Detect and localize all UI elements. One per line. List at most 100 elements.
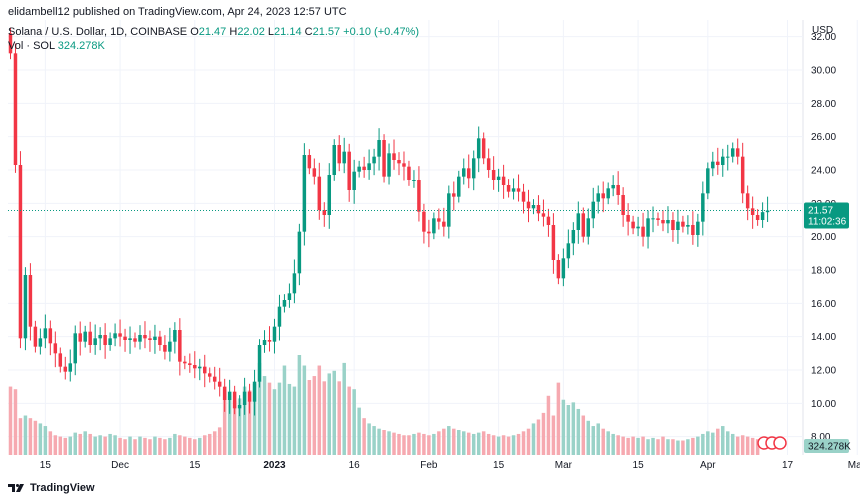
- candle[interactable]: [203, 366, 207, 374]
- candle[interactable]: [18, 165, 23, 339]
- candle[interactable]: [198, 366, 202, 369]
- candle[interactable]: [606, 188, 610, 199]
- candle[interactable]: [342, 151, 346, 164]
- volume-label[interactable]: Vol · SOL: [8, 40, 55, 52]
- candle[interactable]: [297, 231, 302, 274]
- candle[interactable]: [422, 211, 426, 232]
- candle[interactable]: [546, 216, 551, 225]
- candle[interactable]: [163, 345, 167, 352]
- candle[interactable]: [327, 175, 332, 215]
- candle[interactable]: [706, 168, 710, 194]
- candle[interactable]: [38, 338, 43, 347]
- candle[interactable]: [427, 231, 431, 234]
- candle[interactable]: [272, 326, 277, 342]
- candle[interactable]: [247, 391, 252, 402]
- candle[interactable]: [178, 330, 182, 362]
- candle[interactable]: [521, 191, 526, 202]
- candle[interactable]: [631, 221, 635, 229]
- candle[interactable]: [367, 163, 371, 170]
- candle[interactable]: [721, 156, 725, 165]
- candle[interactable]: [188, 363, 192, 365]
- candle[interactable]: [128, 338, 132, 340]
- candle[interactable]: [691, 225, 695, 235]
- candle[interactable]: [716, 161, 720, 165]
- candle[interactable]: [457, 176, 461, 197]
- candle[interactable]: [78, 333, 82, 342]
- candle[interactable]: [571, 230, 576, 244]
- candle[interactable]: [740, 156, 745, 194]
- candle[interactable]: [745, 193, 750, 209]
- candle[interactable]: [551, 225, 556, 260]
- candle[interactable]: [636, 226, 640, 229]
- candle[interactable]: [252, 381, 257, 402]
- candle[interactable]: [207, 373, 212, 377]
- candle[interactable]: [437, 218, 441, 222]
- candle[interactable]: [566, 243, 571, 259]
- candle[interactable]: [282, 300, 287, 307]
- candle[interactable]: [621, 195, 625, 215]
- candle[interactable]: [576, 213, 581, 230]
- candle[interactable]: [377, 140, 381, 157]
- candle[interactable]: [267, 340, 272, 342]
- candle[interactable]: [496, 176, 501, 180]
- candle[interactable]: [193, 365, 197, 369]
- candle[interactable]: [68, 363, 73, 372]
- candle[interactable]: [412, 180, 416, 181]
- candle[interactable]: [98, 335, 102, 339]
- candle[interactable]: [287, 293, 292, 300]
- candle[interactable]: [53, 343, 58, 354]
- candle[interactable]: [183, 361, 187, 364]
- candle[interactable]: [407, 166, 411, 180]
- candle[interactable]: [123, 336, 127, 340]
- candle[interactable]: [58, 353, 63, 367]
- candle[interactable]: [362, 166, 366, 170]
- candle[interactable]: [760, 212, 765, 220]
- candle[interactable]: [138, 335, 142, 342]
- candle[interactable]: [357, 166, 361, 172]
- candle[interactable]: [531, 205, 536, 209]
- candle[interactable]: [686, 225, 690, 227]
- candle[interactable]: [332, 145, 336, 175]
- candle[interactable]: [237, 405, 242, 409]
- candle[interactable]: [696, 221, 700, 235]
- candle[interactable]: [382, 140, 386, 177]
- candle[interactable]: [153, 336, 157, 340]
- candle[interactable]: [471, 158, 476, 179]
- candle[interactable]: [711, 161, 715, 169]
- candle[interactable]: [168, 341, 172, 352]
- candle[interactable]: [526, 201, 531, 209]
- tradingview-footer[interactable]: TradingView: [8, 482, 95, 494]
- candle[interactable]: [651, 218, 655, 220]
- candle[interactable]: [481, 138, 486, 159]
- candle[interactable]: [262, 340, 267, 345]
- candle[interactable]: [616, 185, 620, 195]
- candle[interactable]: [536, 205, 541, 214]
- candle[interactable]: [581, 213, 586, 237]
- candle[interactable]: [666, 220, 670, 224]
- candle[interactable]: [23, 275, 28, 339]
- candle[interactable]: [93, 338, 97, 345]
- candle[interactable]: [681, 221, 685, 227]
- candle[interactable]: [516, 188, 521, 192]
- candle[interactable]: [292, 273, 297, 294]
- candle[interactable]: [387, 153, 391, 177]
- candle[interactable]: [8, 33, 13, 54]
- candle[interactable]: [626, 215, 630, 222]
- candle[interactable]: [148, 338, 152, 340]
- candle[interactable]: [103, 335, 107, 345]
- event-flag-icon[interactable]: [773, 436, 787, 450]
- candle[interactable]: [133, 338, 137, 342]
- candle[interactable]: [501, 176, 506, 185]
- candle[interactable]: [671, 220, 675, 230]
- candle[interactable]: [586, 218, 591, 237]
- candle[interactable]: [755, 215, 760, 220]
- candle[interactable]: [173, 330, 177, 342]
- candle[interactable]: [83, 331, 87, 342]
- candle[interactable]: [108, 338, 112, 345]
- candle[interactable]: [641, 226, 645, 237]
- candle[interactable]: [447, 193, 451, 227]
- candle[interactable]: [656, 218, 660, 220]
- candle[interactable]: [242, 391, 247, 405]
- candle[interactable]: [596, 193, 600, 202]
- candle[interactable]: [312, 168, 317, 177]
